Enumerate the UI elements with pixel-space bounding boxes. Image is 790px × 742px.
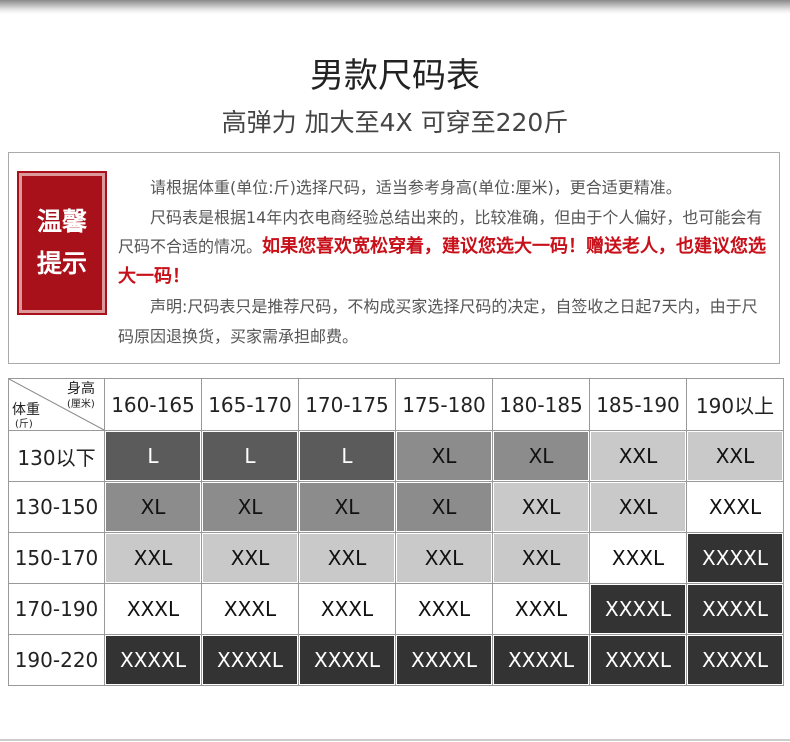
size-cell: XXXL (395, 583, 493, 635)
size-cell: XXXXL (201, 634, 299, 686)
size-cell: XXXXL (686, 583, 784, 635)
corner-cell: 身高 (厘米) 体重 (斤) (8, 378, 105, 431)
size-cell: XL (492, 430, 590, 482)
size-cell: L (104, 430, 202, 482)
size-cell: XXXL (686, 481, 784, 533)
size-cell: XXXXL (298, 634, 396, 686)
paragraph: 声明:尺码表只是推荐尺码，不构成买家选择尺码的决定，自签收之日起7天内，由于尺码… (118, 292, 768, 351)
size-cell: XXXL (589, 532, 687, 584)
row-label: 190-220 (8, 634, 105, 686)
corner: 身高 (厘米) 体重 (斤) (9, 379, 104, 430)
column-header: 180-185 (492, 378, 590, 431)
size-cell: XL (104, 481, 202, 533)
paragraph-text: 请根据体重(单位:斤)选择尺码，适当参考身高(单位:厘米)，更合适更精准。 (150, 178, 682, 197)
header-row: 身高 (厘米) 体重 (斤) 160-165 165-170 170-175 175-… (8, 378, 784, 431)
size-cell: XXXL (104, 583, 202, 635)
column-header: 165-170 (201, 378, 299, 431)
size-cell: XXXL (492, 583, 590, 635)
title: 男款尺码表 (310, 56, 480, 96)
column-header: 175-180 (395, 378, 493, 431)
table-row: 130以下 L L L XL XL XXL XXL (8, 430, 784, 482)
table-row: 190-220 XXXXL XXXXL XXXXL XXXXL XXXXL XXXXL XXX… (8, 634, 784, 686)
corner-height: 身高 (67, 381, 95, 397)
size-cell: XXL (395, 532, 493, 584)
column-header: 160-165 (104, 378, 202, 431)
table-body: 身高 (厘米) 体重 (斤) 160-165 165-170 170-175 175-… (8, 378, 784, 686)
row-label: 170-190 (8, 583, 105, 635)
size-cell: XXXXL (104, 634, 202, 686)
paragraph-text: 声明:尺码表只是推荐尺码，不构成买家选择尺码的决定，自签收之日起7天内，由于尺码… (118, 296, 758, 346)
table-row: 150-170 XXL XXL XXL XXL XXL XXXL XXXXL (8, 532, 784, 584)
corner-height-unit: (厘米) (67, 399, 95, 410)
size-cell: XXL (298, 532, 396, 584)
size-cell: XXXXL (686, 634, 784, 686)
table-row: 130-150 XL XL XL XL XXL XXL XXXL (8, 481, 784, 533)
column-header: 170-175 (298, 378, 396, 431)
size-cell: XXXXL (395, 634, 493, 686)
size-cell: XL (395, 481, 493, 533)
size-cell: XXL (104, 532, 202, 584)
size-cell: XXL (201, 532, 299, 584)
bottom-line (0, 739, 790, 741)
diagonal-line (9, 379, 104, 430)
subtitle: 高弹力 加大至4X 可穿至220斤 (221, 108, 569, 137)
size-table: 身高 (厘米) 体重 (斤) 160-165 165-170 170-175 175-… (8, 378, 784, 686)
size-cell: XXXL (298, 583, 396, 635)
notice-box: 温馨 提示 请根据体重(单位:斤)选择尺码，适当参考身高(单位:厘米)，更合适更… (8, 152, 780, 364)
size-cell: XL (201, 481, 299, 533)
paragraph-emphasis: 如果您喜欢宽松穿着，建议您选大一码！赠送老人，也建议您选大一码！ (118, 236, 767, 288)
size-cell: XXXL (201, 583, 299, 635)
row-label: 130以下 (8, 430, 105, 482)
size-cell: XXL (589, 481, 687, 533)
size-cell: XL (298, 481, 396, 533)
corner-weight: 体重 (12, 402, 40, 418)
paragraph: 请根据体重(单位:斤)选择尺码，适当参考身高(单位:厘米)，更合适更精准。 (118, 173, 768, 203)
size-cell: XXL (492, 481, 590, 533)
diagonal (9, 379, 104, 430)
notice-text: 请根据体重(单位:斤)选择尺码，适当参考身高(单位:厘米)，更合适更精准。 尺码… (118, 173, 768, 351)
table-row: 170-190 XXXL XXXL XXXL XXXL XXXL XXXXL XXXXL (8, 583, 784, 635)
notice-badge: 温馨 提示 (17, 171, 107, 315)
corner-weight-unit: (斤) (15, 419, 33, 430)
size-cell: XL (395, 430, 493, 482)
size-cell: XXL (589, 430, 687, 482)
paragraph-text: 尺码表是根据14年内衣电商经验总结出来的，比较准确，但由于个人偏好，也可能会有尺… (118, 207, 763, 257)
top-band (0, 0, 790, 14)
row-label: 130-150 (8, 481, 105, 533)
column-header: 185-190 (589, 378, 687, 431)
size-cell: XXXXL (686, 532, 784, 584)
size-cell: L (201, 430, 299, 482)
row-label: 150-170 (8, 532, 105, 584)
badge-line: 提示 (36, 249, 87, 278)
size-cell: XXXXL (492, 634, 590, 686)
size-cell: XXL (686, 430, 784, 482)
size-cell: L (298, 430, 396, 482)
size-cell: XXXXL (589, 634, 687, 686)
paragraph: 尺码表是根据14年内衣电商经验总结出来的，比较准确，但由于个人偏好，也可能会有尺… (118, 203, 768, 292)
size-cell: XXL (492, 532, 590, 584)
size-cell: XXXXL (589, 583, 687, 635)
badge-line: 温馨 (36, 207, 87, 236)
column-header: 190以上 (686, 378, 784, 431)
